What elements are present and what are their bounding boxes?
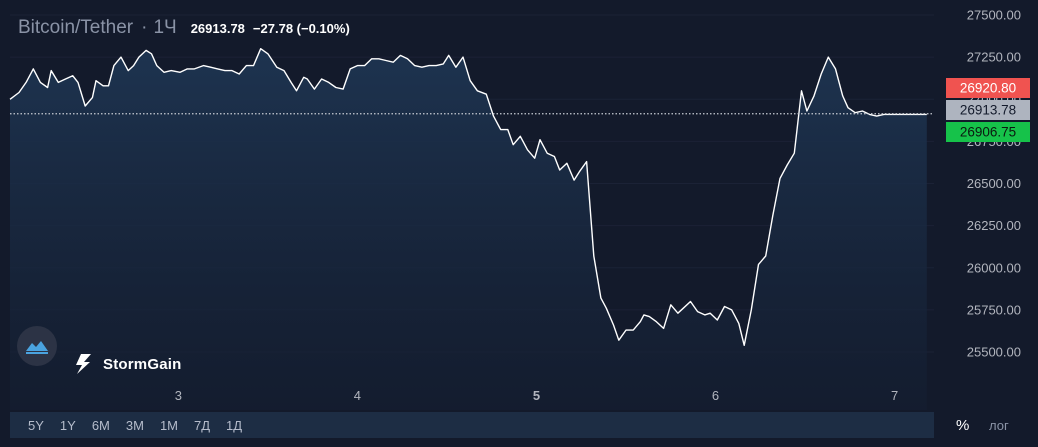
area-layer bbox=[10, 48, 927, 410]
last-price-badge bbox=[946, 100, 1030, 120]
interval-label: 1Ч bbox=[153, 17, 177, 38]
legend-separator: · bbox=[141, 17, 148, 38]
y-tick-label: 27500.00 bbox=[967, 8, 1021, 23]
y-tick-label: 26000.00 bbox=[967, 260, 1021, 275]
y-tick-label: 26250.00 bbox=[967, 218, 1021, 233]
y-tick-label: 25750.00 bbox=[967, 302, 1021, 317]
x-tick-label: 7 bbox=[891, 388, 898, 403]
lightning-icon bbox=[76, 354, 91, 374]
brand-name: StormGain bbox=[103, 355, 182, 373]
bid-price-label: 26906.75 bbox=[960, 125, 1016, 140]
range-5y-button[interactable]: 5Y bbox=[28, 417, 44, 433]
ask-price-label: 26920.80 bbox=[960, 81, 1016, 96]
line-layer bbox=[9, 48, 927, 346]
price-change: −27.78 (−0.10%) bbox=[252, 21, 350, 36]
last-price-label: 26913.78 bbox=[960, 103, 1016, 118]
log-scale-button[interactable]: лог bbox=[989, 417, 1009, 433]
symbol-title: Bitcoin/Tether bbox=[18, 17, 134, 38]
range-7d-button[interactable]: 7Д bbox=[194, 417, 211, 433]
tradingview-logo[interactable] bbox=[17, 326, 57, 366]
range-3m-button[interactable]: 3M bbox=[125, 417, 144, 433]
scale-mode-toolbar: % лог bbox=[934, 412, 1038, 438]
brand-watermark: StormGain bbox=[73, 353, 181, 375]
time-axis[interactable]: 3 4 5 6 7 bbox=[175, 388, 899, 403]
range-1y-button[interactable]: 1Y bbox=[59, 417, 76, 433]
range-6m-button[interactable]: 6M bbox=[91, 417, 110, 433]
x-tick-label: 4 bbox=[354, 388, 361, 403]
bid-price-badge bbox=[946, 122, 1030, 142]
y-tick-label: 25500.00 bbox=[967, 345, 1021, 360]
y-tick-label: 26500.00 bbox=[967, 176, 1021, 191]
range-toolbar: 5Y 1Y 6M 3M 1M 7Д 1Д bbox=[10, 412, 934, 438]
x-tick-label: 5 bbox=[533, 388, 540, 403]
range-1d-button[interactable]: 1Д bbox=[226, 417, 243, 433]
x-tick-label: 3 bbox=[175, 388, 182, 403]
x-tick-label: 6 bbox=[712, 388, 719, 403]
cloud-icon bbox=[26, 341, 48, 354]
range-1m-button[interactable]: 1M bbox=[159, 417, 178, 433]
price-line bbox=[9, 48, 927, 346]
price-area bbox=[10, 48, 927, 410]
price-labels: 26920.80 26913.78 26906.75 bbox=[946, 78, 1030, 142]
symbol-legend: Bitcoin/Tether · 1Ч 26913.78 −27.78 (−0.… bbox=[18, 17, 350, 39]
price-axis[interactable]: 27500.0027250.0027000.0026750.0026500.00… bbox=[967, 8, 1021, 360]
last-price: 26913.78 bbox=[190, 21, 245, 36]
y-tick-label: 27250.00 bbox=[967, 50, 1021, 65]
percent-scale-button[interactable]: % bbox=[956, 416, 970, 434]
ask-price-badge bbox=[946, 78, 1030, 98]
